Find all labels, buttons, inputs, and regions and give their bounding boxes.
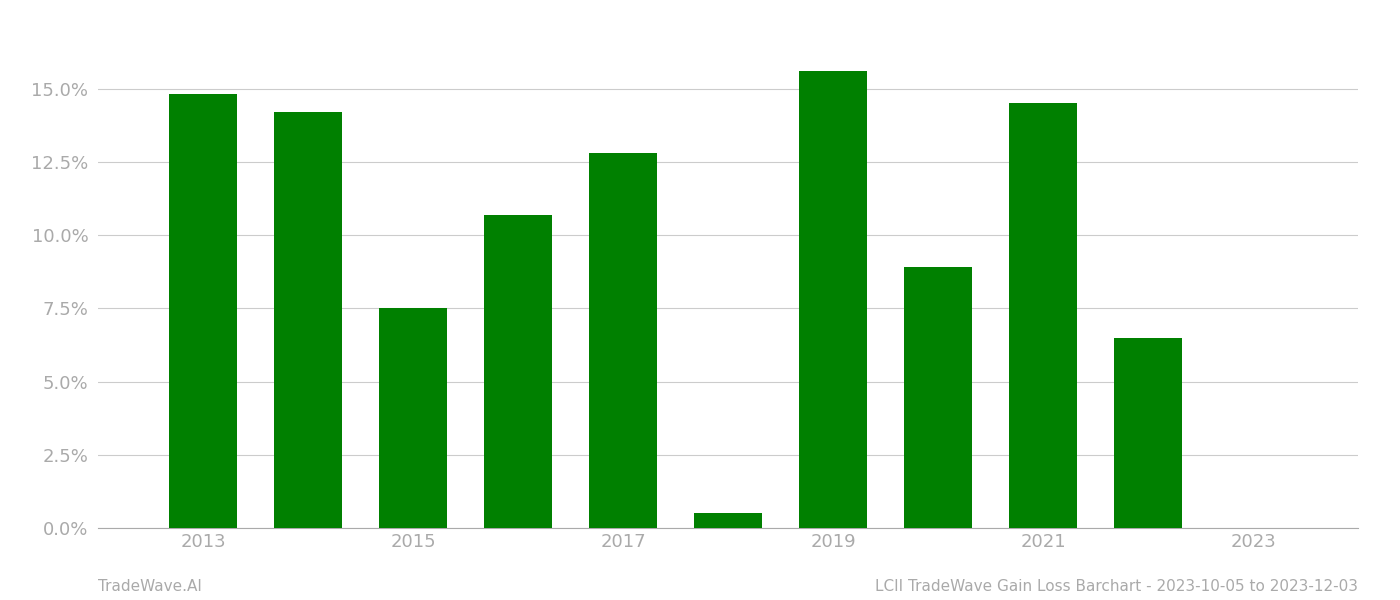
Bar [1114, 338, 1182, 528]
Text: LCII TradeWave Gain Loss Barchart - 2023-10-05 to 2023-12-03: LCII TradeWave Gain Loss Barchart - 2023… [875, 579, 1358, 594]
Bar [484, 215, 552, 528]
Text: TradeWave.AI: TradeWave.AI [98, 579, 202, 594]
Bar [1009, 103, 1077, 528]
Bar [904, 267, 972, 528]
Bar [799, 71, 867, 528]
Bar [379, 308, 447, 528]
Bar [694, 514, 762, 528]
Bar [169, 94, 237, 528]
Bar [274, 112, 342, 528]
Bar [589, 153, 657, 528]
